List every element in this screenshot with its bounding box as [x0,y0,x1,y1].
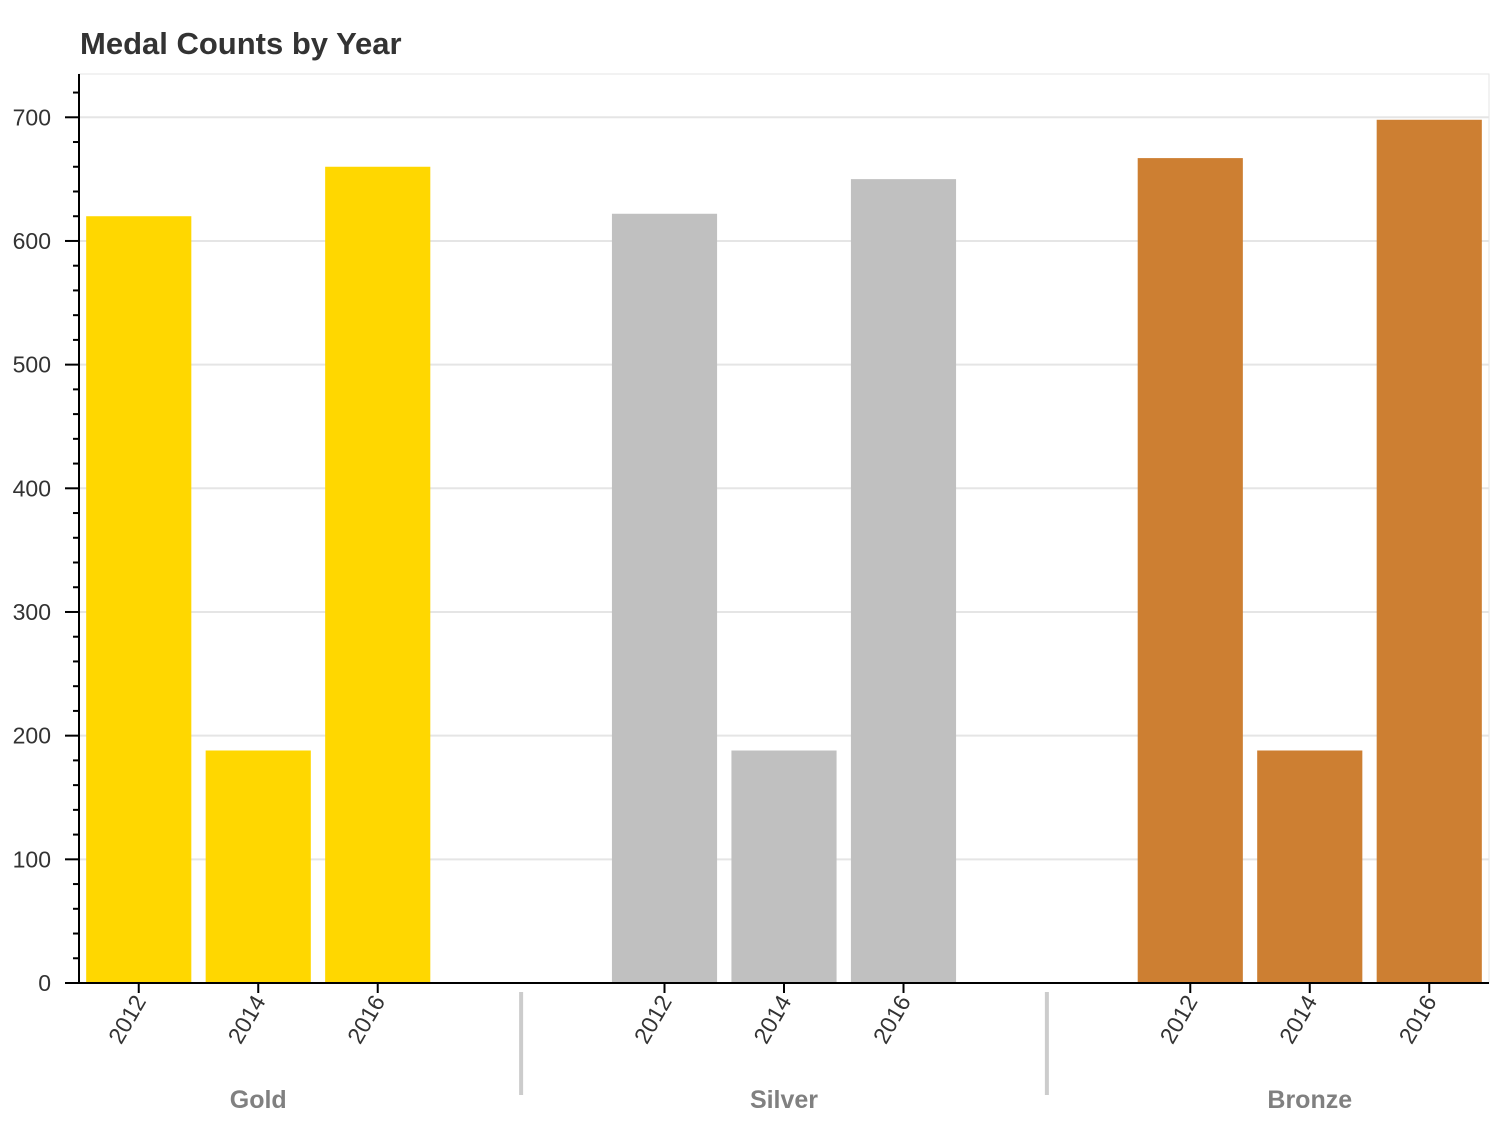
y-tick-label: 100 [13,846,51,872]
chart-title: Medal Counts by Year [80,26,402,61]
bar-bronze-2016 [1376,119,1482,984]
x-tick-label: 2016 [868,991,916,1048]
x-tick-label: 2014 [748,990,796,1047]
axes [65,74,1489,1095]
y-tick-label: 0 [38,970,51,996]
bar-silver-2016 [850,179,957,984]
y-tick-label: 700 [13,104,51,130]
grid-lines [79,116,1489,861]
x-tick-label: 2012 [103,991,151,1048]
bar-gold-2016 [325,166,431,983]
y-tick-label: 600 [13,228,51,254]
x-tick-label: 2012 [629,991,677,1048]
bar-bronze-2012 [1137,158,1243,983]
bar-silver-2012 [611,213,718,983]
group-label-gold: Gold [230,1086,287,1114]
x-tick-label: 2014 [1274,990,1322,1047]
group-label-bronze: Bronze [1267,1086,1352,1114]
group-label-silver: Silver [750,1086,818,1114]
y-tick-label: 200 [13,723,51,749]
x-tick-label: 2016 [342,991,390,1048]
bars [86,119,1482,984]
bar-gold-2012 [86,216,192,983]
y-tick-label: 500 [13,352,51,378]
x-tick-label: 2016 [1393,991,1441,1048]
x-tick-label: 2012 [1154,991,1202,1048]
bar-gold-2014 [205,750,311,983]
bar-silver-2014 [731,750,837,983]
y-tick-label: 400 [13,475,51,501]
y-tick-label: 300 [13,599,51,625]
bar-bronze-2014 [1257,750,1363,983]
x-tick-label: 2014 [222,990,270,1047]
